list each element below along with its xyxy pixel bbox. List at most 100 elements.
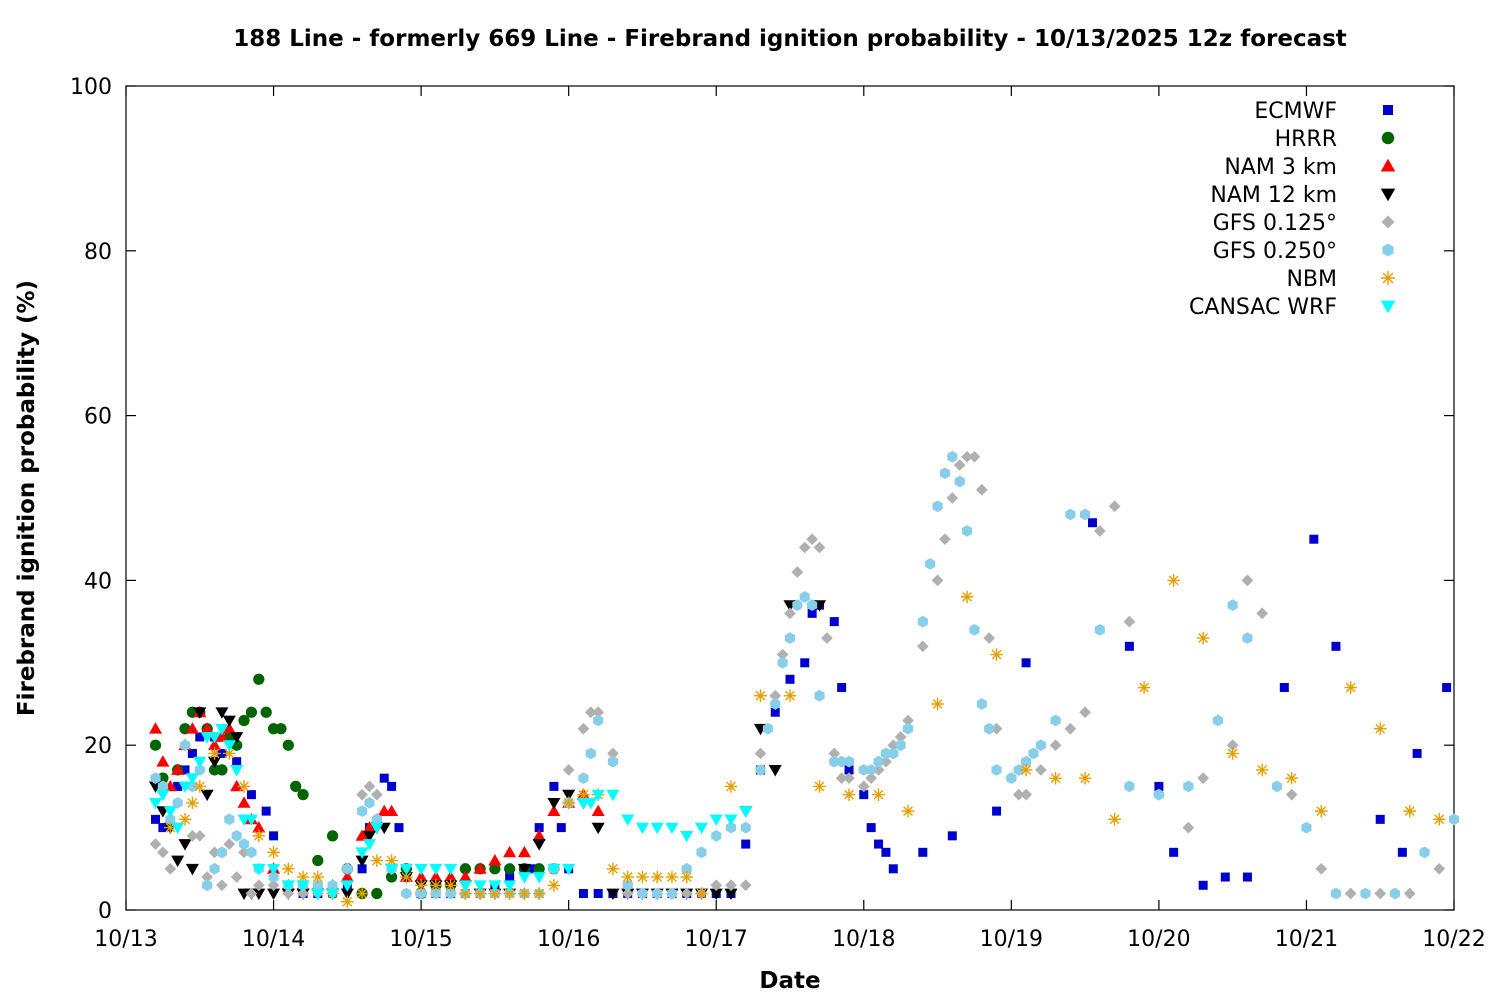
data-point	[680, 887, 693, 900]
data-point	[1255, 763, 1269, 777]
data-point	[158, 823, 168, 833]
data-point	[939, 467, 950, 480]
data-point	[156, 755, 170, 767]
data-point	[252, 821, 266, 833]
data-point	[202, 879, 213, 892]
data-point	[894, 731, 907, 743]
x-tick-label: 10/18	[832, 927, 895, 952]
data-point	[1012, 788, 1025, 801]
data-point	[200, 722, 214, 734]
data-point	[164, 862, 177, 875]
data-point	[171, 855, 185, 868]
data-point	[180, 765, 190, 775]
data-point	[918, 847, 928, 857]
data-point	[1285, 788, 1298, 801]
data-point	[680, 830, 694, 843]
x-tick-label: 10/16	[537, 927, 600, 952]
data-point	[1124, 641, 1134, 651]
data-point	[835, 772, 848, 785]
data-point	[165, 813, 176, 826]
data-point	[503, 845, 517, 858]
data-point	[230, 871, 243, 883]
data-point	[975, 483, 988, 496]
series-6	[163, 574, 1446, 909]
data-point	[217, 748, 227, 758]
data-point	[282, 739, 294, 751]
data-point	[1389, 887, 1400, 900]
data-point	[534, 823, 544, 833]
data-point	[232, 757, 242, 767]
data-point	[807, 608, 817, 618]
data-point	[739, 879, 752, 892]
data-point	[1374, 887, 1387, 900]
data-point	[1314, 804, 1328, 818]
data-point	[843, 772, 855, 785]
data-point	[1315, 862, 1328, 875]
data-point	[230, 732, 244, 744]
data-point	[754, 747, 767, 760]
data-point	[533, 863, 545, 875]
data-point	[532, 872, 546, 884]
data-point	[186, 796, 199, 810]
data-point	[1227, 599, 1238, 611]
data-point	[1196, 631, 1210, 645]
data-point	[1198, 880, 1208, 890]
data-point	[151, 814, 161, 824]
data-point	[1403, 887, 1416, 900]
data-point	[209, 862, 220, 875]
data-point	[1271, 780, 1282, 793]
data-point	[842, 788, 856, 801]
data-point	[342, 862, 353, 875]
data-point	[606, 862, 620, 876]
data-point	[517, 845, 531, 858]
data-point	[1183, 780, 1194, 793]
data-point	[593, 889, 603, 899]
data-point	[1049, 771, 1062, 785]
data-point	[394, 823, 404, 833]
data-point	[178, 781, 192, 793]
data-point	[785, 674, 795, 684]
data-point	[1279, 683, 1289, 693]
data-point	[725, 879, 737, 892]
data-point	[172, 797, 183, 809]
data-point	[1021, 658, 1031, 668]
data-point	[724, 888, 738, 901]
data-point	[215, 707, 229, 719]
data-point	[621, 870, 634, 884]
data-point	[327, 879, 338, 892]
data-point	[709, 888, 723, 901]
legend-label: NAM 3 km	[1224, 155, 1337, 180]
data-point	[1080, 508, 1091, 521]
data-point	[296, 880, 310, 892]
data-point	[901, 804, 915, 818]
data-point	[1448, 813, 1460, 826]
data-point	[429, 863, 443, 876]
data-point	[984, 722, 995, 735]
data-point	[947, 831, 957, 841]
data-point	[429, 870, 443, 882]
data-point	[606, 789, 620, 802]
data-point	[148, 797, 163, 810]
data-point	[607, 755, 618, 768]
data-point	[473, 887, 487, 900]
data-point	[887, 739, 900, 752]
data-point	[157, 780, 168, 793]
data-points	[148, 450, 1460, 909]
data-point	[216, 764, 228, 776]
data-point	[1064, 722, 1077, 735]
data-point	[473, 862, 487, 874]
data-point	[150, 772, 161, 784]
data-point	[1028, 747, 1039, 760]
data-point	[430, 887, 441, 900]
data-point	[244, 814, 258, 826]
data-point	[1360, 887, 1371, 900]
data-point	[695, 887, 708, 900]
data-point	[297, 887, 309, 900]
data-point	[355, 829, 369, 841]
data-point	[837, 683, 847, 693]
data-point	[414, 878, 428, 892]
data-point	[813, 780, 826, 793]
data-point	[754, 689, 767, 703]
data-point	[946, 492, 959, 504]
data-point	[607, 747, 619, 760]
